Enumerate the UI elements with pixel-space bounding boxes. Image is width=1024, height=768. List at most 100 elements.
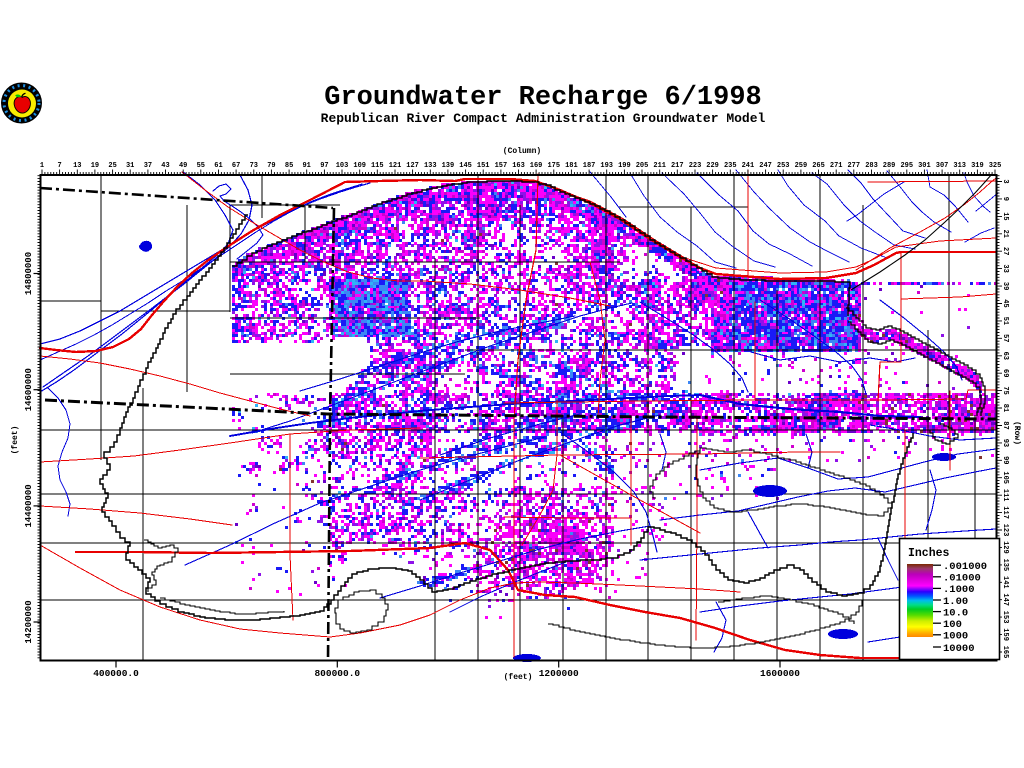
svg-text:61: 61 bbox=[214, 162, 222, 170]
svg-text:39: 39 bbox=[1001, 282, 1009, 290]
svg-text:37: 37 bbox=[144, 162, 152, 170]
svg-text:49: 49 bbox=[179, 162, 187, 170]
svg-text:205: 205 bbox=[636, 162, 649, 170]
svg-text:187: 187 bbox=[583, 162, 596, 170]
svg-text:Republican River Compact Admin: Republican River Compact Administration … bbox=[321, 111, 766, 126]
svg-text:81: 81 bbox=[1001, 404, 1009, 412]
svg-text:277: 277 bbox=[847, 162, 860, 170]
svg-text:19: 19 bbox=[91, 162, 99, 170]
svg-text:1200000: 1200000 bbox=[539, 668, 579, 679]
svg-text:10.0: 10.0 bbox=[943, 607, 968, 619]
svg-text:247: 247 bbox=[759, 162, 772, 170]
svg-text:(Row): (Row) bbox=[1012, 421, 1021, 445]
svg-text:9: 9 bbox=[1001, 197, 1009, 201]
svg-text:211: 211 bbox=[653, 162, 666, 170]
svg-text:165: 165 bbox=[1001, 646, 1009, 659]
svg-text:241: 241 bbox=[742, 162, 755, 170]
svg-text:(feet): (feet) bbox=[504, 673, 533, 682]
svg-text:33: 33 bbox=[1001, 264, 1009, 272]
svg-text:193: 193 bbox=[600, 162, 613, 170]
svg-text:1: 1 bbox=[40, 162, 44, 170]
svg-text:259: 259 bbox=[795, 162, 808, 170]
svg-text:175: 175 bbox=[547, 162, 560, 170]
svg-text:289: 289 bbox=[883, 162, 896, 170]
svg-text:157: 157 bbox=[495, 162, 508, 170]
svg-text:153: 153 bbox=[1001, 611, 1009, 624]
svg-text:325: 325 bbox=[989, 162, 1002, 170]
svg-text:295: 295 bbox=[900, 162, 913, 170]
svg-text:159: 159 bbox=[1001, 628, 1009, 641]
svg-text:73: 73 bbox=[250, 162, 258, 170]
svg-text:97: 97 bbox=[320, 162, 328, 170]
svg-text:75: 75 bbox=[1001, 386, 1009, 394]
svg-text:Inches: Inches bbox=[908, 547, 950, 560]
svg-text:141: 141 bbox=[1001, 576, 1009, 589]
svg-text:151: 151 bbox=[477, 162, 490, 170]
svg-text:14400000: 14400000 bbox=[24, 484, 34, 527]
svg-text:223: 223 bbox=[689, 162, 702, 170]
svg-text:109: 109 bbox=[353, 162, 366, 170]
svg-text:.01000: .01000 bbox=[943, 573, 981, 585]
svg-text:265: 265 bbox=[812, 162, 825, 170]
svg-text:13: 13 bbox=[73, 162, 81, 170]
svg-text:129: 129 bbox=[1001, 541, 1009, 554]
svg-text:139: 139 bbox=[442, 162, 455, 170]
svg-text:1000: 1000 bbox=[943, 631, 968, 643]
svg-text:229: 229 bbox=[706, 162, 719, 170]
svg-text:.001000: .001000 bbox=[943, 561, 987, 573]
svg-text:79: 79 bbox=[267, 162, 275, 170]
svg-text:133: 133 bbox=[424, 162, 437, 170]
svg-text:69: 69 bbox=[1001, 369, 1009, 377]
svg-text:15: 15 bbox=[1001, 212, 1009, 220]
svg-text:Groundwater Recharge 6/1998: Groundwater Recharge 6/1998 bbox=[324, 83, 761, 113]
svg-text:400000.0: 400000.0 bbox=[93, 668, 139, 679]
svg-text:14800000: 14800000 bbox=[24, 252, 34, 295]
svg-text:14200000: 14200000 bbox=[24, 600, 34, 643]
svg-text:181: 181 bbox=[565, 162, 578, 170]
svg-text:93: 93 bbox=[1001, 439, 1009, 447]
svg-text:1.00: 1.00 bbox=[943, 596, 968, 608]
svg-text:.1000: .1000 bbox=[943, 584, 975, 596]
svg-text:51: 51 bbox=[1001, 317, 1009, 325]
svg-text:111: 111 bbox=[1001, 489, 1009, 502]
svg-text:121: 121 bbox=[389, 162, 402, 170]
svg-text:169: 169 bbox=[530, 162, 543, 170]
svg-text:55: 55 bbox=[197, 162, 205, 170]
svg-text:57: 57 bbox=[1001, 334, 1009, 342]
svg-text:217: 217 bbox=[671, 162, 684, 170]
svg-text:43: 43 bbox=[161, 162, 169, 170]
svg-text:800000.0: 800000.0 bbox=[314, 668, 360, 679]
svg-text:7: 7 bbox=[57, 162, 61, 170]
svg-text:14600000: 14600000 bbox=[24, 368, 34, 411]
svg-text:45: 45 bbox=[1001, 299, 1009, 307]
svg-text:85: 85 bbox=[285, 162, 293, 170]
svg-text:147: 147 bbox=[1001, 593, 1009, 606]
svg-text:253: 253 bbox=[777, 162, 790, 170]
svg-text:271: 271 bbox=[830, 162, 843, 170]
svg-text:135: 135 bbox=[1001, 559, 1009, 572]
svg-text:21: 21 bbox=[1001, 230, 1009, 238]
svg-text:123: 123 bbox=[1001, 524, 1009, 537]
svg-text:301: 301 bbox=[918, 162, 931, 170]
svg-text:235: 235 bbox=[724, 162, 737, 170]
svg-text:313: 313 bbox=[953, 162, 966, 170]
svg-text:10000: 10000 bbox=[943, 643, 975, 655]
svg-text:283: 283 bbox=[865, 162, 878, 170]
svg-text:103: 103 bbox=[336, 162, 349, 170]
svg-text:63: 63 bbox=[1001, 352, 1009, 360]
svg-text:67: 67 bbox=[232, 162, 240, 170]
svg-text:163: 163 bbox=[512, 162, 525, 170]
svg-text:105: 105 bbox=[1001, 471, 1009, 484]
svg-text:3: 3 bbox=[1001, 179, 1009, 183]
svg-text:100: 100 bbox=[943, 619, 962, 631]
svg-text:1600000: 1600000 bbox=[760, 668, 800, 679]
svg-text:199: 199 bbox=[618, 162, 631, 170]
svg-text:31: 31 bbox=[126, 162, 134, 170]
svg-text:127: 127 bbox=[406, 162, 419, 170]
svg-text:87: 87 bbox=[1001, 421, 1009, 429]
svg-text:27: 27 bbox=[1001, 247, 1009, 255]
svg-text:319: 319 bbox=[971, 162, 984, 170]
svg-text:117: 117 bbox=[1001, 506, 1009, 519]
svg-text:307: 307 bbox=[936, 162, 949, 170]
svg-text:(feet): (feet) bbox=[11, 426, 20, 455]
